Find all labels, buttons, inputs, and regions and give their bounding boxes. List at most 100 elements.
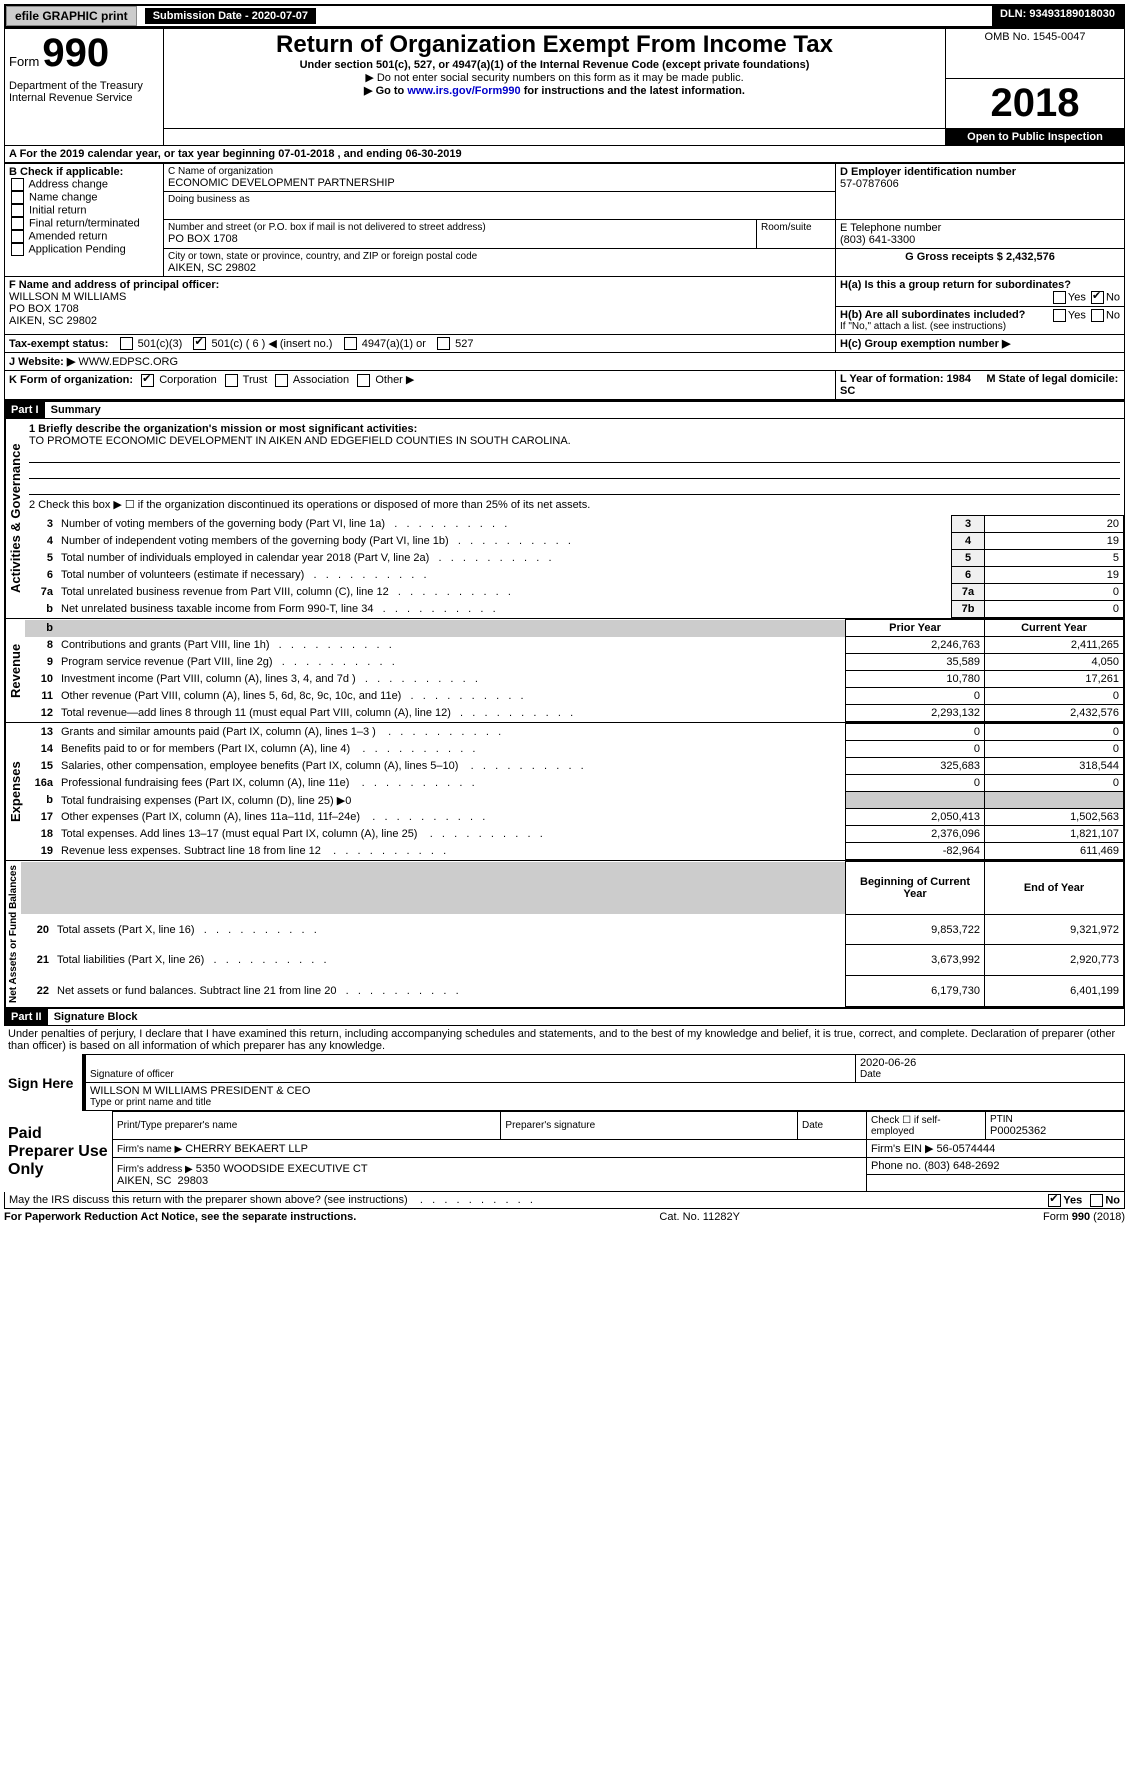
527-checkbox[interactable]	[437, 337, 450, 350]
dba-label: Doing business as	[168, 194, 831, 205]
501c-checkbox[interactable]	[193, 337, 206, 350]
table-row: 18 Total expenses. Add lines 13–17 (must…	[25, 826, 1124, 843]
efile-button[interactable]: efile GRAPHIC print	[6, 6, 137, 26]
box-f-label: F Name and address of principal officer:	[9, 279, 831, 291]
table-row: 8 Contributions and grants (Part VIII, l…	[25, 637, 1124, 654]
ha-yes-checkbox[interactable]	[1053, 291, 1066, 304]
hc-label: H(c) Group exemption number ▶	[836, 334, 1125, 353]
part2-title: Signature Block	[54, 1011, 138, 1023]
firm-name: CHERRY BEKAERT LLP	[185, 1143, 308, 1155]
4947-checkbox[interactable]	[344, 337, 357, 350]
signature-table: Sign Here Signature of officer 2020-06-2…	[4, 1054, 1125, 1111]
table-row: 20 Total assets (Part X, line 16) 9,853,…	[21, 914, 1124, 945]
ptin: P00025362	[990, 1125, 1120, 1137]
sig-officer-label: Signature of officer	[90, 1069, 851, 1080]
table-row: 11 Other revenue (Part VIII, column (A),…	[25, 688, 1124, 705]
room-label: Room/suite	[757, 219, 836, 248]
table-header-row: Beginning of Current Year End of Year	[21, 862, 1124, 915]
box-b-option[interactable]: Initial return	[9, 204, 159, 217]
omb-number: OMB No. 1545-0047	[946, 29, 1125, 79]
box-b-option[interactable]: Application Pending	[9, 243, 159, 256]
table-row: b Net unrelated business taxable income …	[25, 601, 1124, 618]
self-employed: Check ☐ if self-employed	[867, 1112, 986, 1140]
governance-label: Activities & Governance	[5, 419, 25, 618]
mission-text: TO PROMOTE ECONOMIC DEVELOPMENT IN AIKEN…	[29, 435, 1120, 447]
sig-date: 2020-06-26	[860, 1057, 1120, 1069]
table-row: 16a Professional fundraising fees (Part …	[25, 775, 1124, 792]
box-b-option[interactable]: Amended return	[9, 230, 159, 243]
irs-link[interactable]: www.irs.gov/Form990	[407, 85, 520, 97]
box-k-checkbox[interactable]	[225, 374, 238, 387]
officer-printed-name: WILLSON M WILLIAMS PRESIDENT & CEO	[90, 1085, 1120, 1097]
ein: 57-0787606	[840, 178, 1120, 190]
table-row: 7a Total unrelated business revenue from…	[25, 584, 1124, 601]
table-row: 5 Total number of individuals employed i…	[25, 550, 1124, 567]
officer-addr2: AIKEN, SC 29802	[9, 315, 831, 327]
box-i-label: Tax-exempt status:	[9, 338, 108, 350]
box-k-checkbox[interactable]	[141, 374, 154, 387]
date-label: Date	[860, 1069, 1120, 1080]
table-row: 10 Investment income (Part VIII, column …	[25, 671, 1124, 688]
table-row: b Total fundraising expenses (Part IX, c…	[25, 792, 1124, 809]
firm-phone: Phone no. (803) 648-2692	[867, 1158, 1125, 1175]
hb-note: If "No," attach a list. (see instruction…	[840, 321, 1120, 332]
hb-yes-checkbox[interactable]	[1053, 309, 1066, 322]
box-k-checkbox[interactable]	[357, 374, 370, 387]
type-name-label: Type or print name and title	[90, 1097, 1120, 1108]
footer: For Paperwork Reduction Act Notice, see …	[4, 1209, 1125, 1223]
col-sig: Preparer's signature	[501, 1112, 798, 1140]
addr-label: Number and street (or P.O. box if mail i…	[168, 222, 752, 233]
box-c-label: C Name of organization	[168, 166, 831, 177]
table-row: 19 Revenue less expenses. Subtract line …	[25, 843, 1124, 860]
street-address: PO BOX 1708	[168, 233, 752, 245]
box-k-label: K Form of organization:	[9, 374, 133, 386]
discuss-yes-checkbox[interactable]	[1048, 1194, 1061, 1207]
officer-addr1: PO BOX 1708	[9, 303, 831, 315]
table-row: 6 Total number of volunteers (estimate i…	[25, 567, 1124, 584]
org-name: ECONOMIC DEVELOPMENT PARTNERSHIP	[168, 177, 831, 189]
discuss-no-checkbox[interactable]	[1090, 1194, 1103, 1207]
form-label: Form	[9, 54, 39, 69]
form-subtitle: Under section 501(c), 527, or 4947(a)(1)…	[168, 59, 941, 71]
gross-receipts: G Gross receipts $ 2,432,576	[836, 248, 1125, 276]
part1-title: Summary	[51, 404, 101, 416]
box-b-option[interactable]: Name change	[9, 191, 159, 204]
top-bar: efile GRAPHIC print Submission Date - 20…	[4, 4, 1125, 28]
form-footer: Form 990 (2018)	[1043, 1211, 1125, 1223]
box-k-checkbox[interactable]	[275, 374, 288, 387]
ptin-label: PTIN	[990, 1114, 1120, 1125]
table-header-row: b Prior Year Current Year	[25, 620, 1124, 637]
table-row: 21 Total liabilities (Part X, line 26) 3…	[21, 945, 1124, 976]
dept-treasury: Department of the TreasuryInternal Reven…	[5, 78, 164, 145]
entity-info-table: B Check if applicable: Address change Na…	[4, 163, 1125, 401]
sign-here-label: Sign Here	[4, 1055, 84, 1111]
table-row: 9 Program service revenue (Part VIII, li…	[25, 654, 1124, 671]
city-state-zip: AIKEN, SC 29802	[168, 262, 831, 274]
paperwork-notice: For Paperwork Reduction Act Notice, see …	[4, 1211, 356, 1223]
netassets-label: Net Assets or Fund Balances	[5, 861, 21, 1007]
line1-label: 1 Briefly describe the organization's mi…	[29, 423, 1120, 435]
line-a-tax-period: A For the 2019 calendar year, or tax yea…	[4, 146, 1125, 163]
hb-no-checkbox[interactable]	[1091, 309, 1104, 322]
form-number: 990	[42, 31, 109, 75]
revenue-label: Revenue	[5, 619, 25, 722]
501c3-checkbox[interactable]	[120, 337, 133, 350]
dln: DLN: 93493189018030	[992, 6, 1123, 26]
city-label: City or town, state or province, country…	[168, 251, 831, 262]
col-date: Date	[798, 1112, 867, 1140]
hb-label: H(b) Are all subordinates included?	[840, 309, 1025, 321]
box-e-label: E Telephone number	[840, 222, 1120, 234]
submission-date: Submission Date - 2020-07-07	[145, 8, 316, 24]
line2: 2 Check this box ▶ ☐ if the organization…	[29, 498, 1120, 511]
box-b-option[interactable]: Address change	[9, 178, 159, 191]
officer-name: WILLSON M WILLIAMS	[9, 291, 831, 303]
ha-label: H(a) Is this a group return for subordin…	[840, 279, 1071, 291]
website: WWW.EDPSC.ORG	[78, 356, 178, 368]
box-d-label: D Employer identification number	[840, 166, 1120, 178]
col-preparer: Print/Type preparer's name	[113, 1112, 501, 1140]
ha-no-checkbox[interactable]	[1091, 291, 1104, 304]
box-b-option[interactable]: Final return/terminated	[9, 217, 159, 230]
preparer-table: Paid Preparer Use Only Print/Type prepar…	[4, 1111, 1125, 1192]
paid-preparer-label: Paid Preparer Use Only	[4, 1112, 113, 1192]
telephone: (803) 641-3300	[840, 234, 1120, 246]
